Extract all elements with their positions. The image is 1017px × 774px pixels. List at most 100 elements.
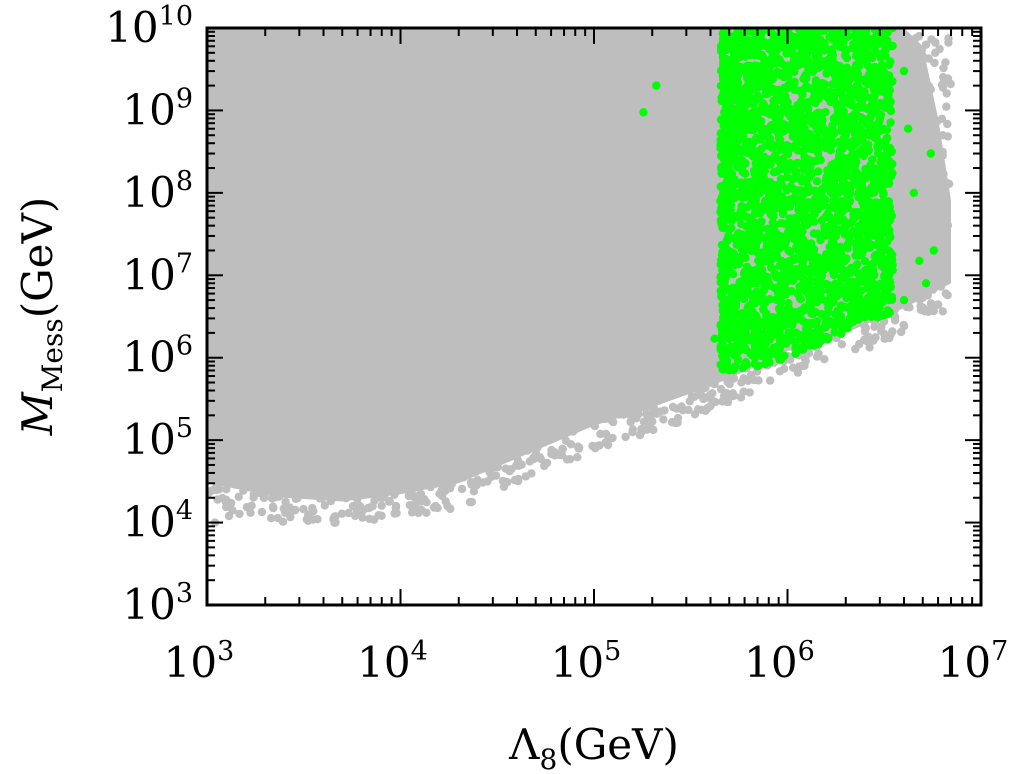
green-point xyxy=(799,59,808,69)
green-point xyxy=(775,305,785,315)
green-point xyxy=(728,283,738,292)
green-point xyxy=(867,183,876,192)
green-point xyxy=(809,217,819,226)
green-point xyxy=(725,81,734,90)
grey-point xyxy=(779,364,789,373)
grey-point xyxy=(729,374,739,383)
green-point xyxy=(765,281,775,290)
green-point xyxy=(853,69,863,79)
grey-point xyxy=(931,48,940,57)
green-point xyxy=(769,198,778,207)
green-point xyxy=(830,203,839,213)
green-point xyxy=(871,32,881,42)
grey-point xyxy=(407,508,417,517)
green-point xyxy=(833,106,843,116)
green-point xyxy=(744,236,753,245)
grey-point xyxy=(329,515,338,524)
x-tick-label-base: 10 xyxy=(744,638,797,687)
green-point xyxy=(800,220,810,229)
green-point xyxy=(812,317,821,326)
grey-point xyxy=(601,429,611,439)
grey-point xyxy=(246,508,255,517)
green-point xyxy=(849,208,859,217)
green-point xyxy=(866,131,875,140)
green-point xyxy=(791,62,800,72)
green-point xyxy=(771,329,780,338)
grey-point xyxy=(532,442,541,451)
green-point xyxy=(782,185,792,194)
grey-point xyxy=(870,322,879,331)
green-point xyxy=(751,40,761,49)
green-point xyxy=(710,334,719,343)
green-point xyxy=(879,243,888,252)
green-point xyxy=(716,342,725,351)
green-point xyxy=(735,336,744,346)
green-point xyxy=(806,159,816,169)
green-point xyxy=(858,245,867,255)
green-point xyxy=(804,182,813,192)
grey-point xyxy=(898,153,908,162)
grey-point xyxy=(561,436,571,445)
x-tick-label-exponent: 3 xyxy=(217,636,234,667)
grey-point xyxy=(942,102,951,111)
green-point xyxy=(926,149,935,158)
green-point xyxy=(756,335,765,344)
grey-point xyxy=(925,213,934,222)
y-axis-label-symbol: M xyxy=(13,391,62,436)
green-point xyxy=(730,38,739,48)
green-point xyxy=(759,128,768,137)
green-point xyxy=(740,290,749,300)
grey-point xyxy=(677,402,686,411)
green-point xyxy=(863,284,872,293)
green-point xyxy=(846,285,856,294)
grey-point xyxy=(426,482,435,492)
green-point xyxy=(800,154,809,163)
green-point xyxy=(791,328,801,337)
green-point xyxy=(737,219,746,229)
grey-point xyxy=(326,497,336,506)
green-point xyxy=(831,310,840,319)
green-point xyxy=(854,28,863,35)
grey-point xyxy=(627,408,636,418)
green-point xyxy=(817,336,826,345)
grey-point xyxy=(941,58,950,67)
green-point xyxy=(823,335,832,344)
grey-point xyxy=(380,490,389,499)
green-point xyxy=(757,177,767,186)
green-point xyxy=(773,166,782,176)
grey-point xyxy=(899,321,909,331)
grey-point xyxy=(635,404,644,413)
grey-point xyxy=(377,501,386,510)
green-point xyxy=(863,104,872,113)
green-point xyxy=(852,277,861,287)
grey-point xyxy=(918,150,928,160)
green-point xyxy=(784,43,793,53)
grey-point xyxy=(789,363,798,372)
green-point xyxy=(764,157,773,167)
green-point xyxy=(863,117,872,126)
x-tick-label-exponent: 4 xyxy=(411,636,428,667)
green-point xyxy=(823,209,832,218)
green-point xyxy=(821,231,830,240)
green-point xyxy=(825,263,834,272)
grey-point xyxy=(235,509,244,519)
grey-point xyxy=(800,361,809,370)
green-point xyxy=(778,260,787,269)
green-point xyxy=(883,237,892,246)
green-point xyxy=(737,116,746,126)
green-point xyxy=(837,250,846,259)
grey-point xyxy=(473,475,482,484)
grey-point xyxy=(902,191,911,200)
green-point xyxy=(858,136,867,145)
green-point xyxy=(742,269,751,278)
green-point xyxy=(817,287,826,296)
green-point xyxy=(740,245,749,254)
green-point xyxy=(802,324,811,333)
grey-point xyxy=(932,230,941,239)
green-points-series xyxy=(639,28,938,375)
green-point xyxy=(719,60,728,69)
green-point xyxy=(722,356,732,366)
green-point xyxy=(762,253,771,263)
green-point xyxy=(745,317,754,326)
green-point xyxy=(857,36,866,45)
